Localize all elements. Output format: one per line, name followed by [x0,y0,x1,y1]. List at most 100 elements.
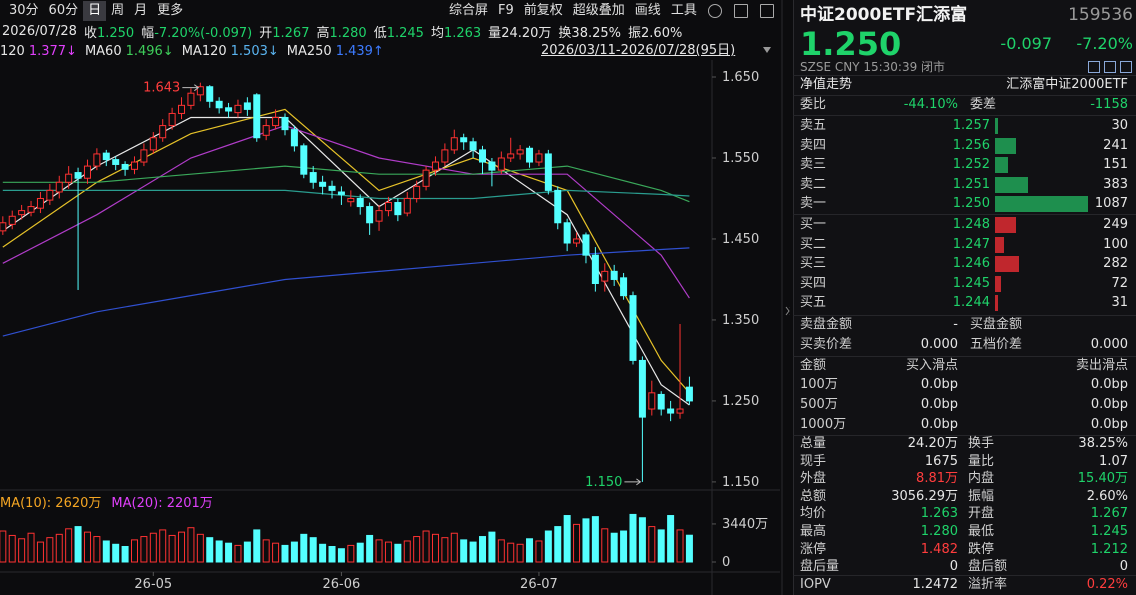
panel-icon[interactable] [1104,61,1116,73]
collapse-icon[interactable] [785,306,790,316]
candle-body [544,153,552,191]
period-button[interactable]: 30分 [9,3,39,18]
value: -44.10% [903,97,958,112]
stat-value: 38.25% [1078,436,1128,451]
candle-body [253,94,261,139]
volume-bar [102,540,110,563]
volume-bar [159,529,167,563]
candle-body [516,149,524,155]
ma-legend-value: 1.503↓ [230,43,279,59]
panel-icon[interactable] [1088,61,1100,73]
candle-body [582,234,590,256]
label: 买盘金额 [970,317,1023,332]
candle-body [413,185,421,199]
cell: 0.0bp [1090,417,1128,432]
stat-value: 1.263 [920,506,958,522]
volume-bar [309,537,317,563]
tool-button[interactable]: 工具 [670,3,697,18]
panel-icon[interactable] [1120,61,1132,73]
depth-bar [995,236,1004,253]
period-toolbar: 30分 60分日周月更多 [4,1,188,21]
date-range[interactable]: 2026/03/11-2026/07/28(95日) [541,43,736,58]
volume-bar [638,517,646,563]
candle-body [243,102,251,110]
tool-button[interactable]: F9 [498,3,514,18]
period-button[interactable]: 日 [83,1,107,21]
label: 卖盘金额 [800,317,853,332]
nav-tab[interactable]: 净值走势 [800,77,853,92]
y-tick-label: 1.650 [722,70,759,85]
volume-bar [375,539,383,563]
candle-body [610,270,618,280]
volume-bar [18,538,26,563]
volume-bar [225,542,233,563]
candle-body [206,86,214,102]
book-price: 1.256 [952,137,990,153]
candle-body [469,141,477,151]
book-volume: 30 [1111,118,1128,133]
tool-icon[interactable] [759,4,774,18]
y-tick-label: 1.150 [722,475,759,490]
tool-icon[interactable] [733,4,748,18]
quote-panel [793,0,1136,595]
depth-bar [995,217,1017,233]
book-volume: 72 [1111,275,1128,291]
ma-legend-label: MA120 [181,43,227,59]
candle-body [629,295,637,361]
book-level: 卖四 [800,137,827,153]
quote-value: 2.60% [641,25,683,41]
tool-button[interactable]: 超级叠加 [572,3,625,18]
price-change: -0.097 [1000,34,1052,53]
candle-body [620,277,628,297]
candle-body [460,137,468,143]
candle-body [563,222,571,244]
candle-body [178,104,186,114]
tool-button[interactable]: 综合屏 [449,3,489,18]
volume-bar [422,530,430,563]
range-dropdown [763,47,771,53]
volume-legend: MA(20): 2201万 [111,496,212,511]
quote-value: 1.245 [386,25,424,41]
book-level: 卖五 [800,118,827,133]
volume-bar [178,531,186,563]
depth-bar [995,196,1088,213]
period-button[interactable]: 月 [134,3,148,18]
separator [793,75,1136,76]
candle-body [36,197,44,209]
volume-bar [8,534,16,563]
separator [793,115,1136,116]
book-price: 1.252 [952,157,990,173]
quote-label: 换 [558,25,572,41]
tool-button[interactable]: 前复权 [523,3,563,18]
stat-label: 振幅 [968,488,995,504]
volume-tick-label: 0 [722,555,730,570]
cell: 0.0bp [920,397,958,412]
candle-body [234,104,242,114]
quote-label: 收 [83,25,97,41]
tool-icon[interactable] [707,4,722,18]
volume-bar [93,536,101,563]
stat-value: 8.81万 [916,471,958,487]
stat-label: 开盘 [968,506,995,522]
candle-body [356,197,364,208]
book-price: 1.245 [952,275,990,291]
book-volume: 383 [1103,176,1128,192]
security-code: 159536 [1068,5,1133,25]
candle-body [121,163,129,170]
value: -1158 [1090,97,1128,112]
stat-value: 3056.29万 [891,488,958,504]
period-button[interactable]: 周 [111,3,125,18]
tool-button[interactable]: 画线 [634,3,661,18]
volume-bar [130,539,138,563]
separator [793,315,1136,316]
candle-body [112,159,120,165]
period-button[interactable]: 更多 [157,3,184,18]
volume-bar [591,516,599,563]
volume-bar [319,543,327,563]
book-level: 卖三 [800,157,827,173]
period-button[interactable]: 60分 [48,3,79,18]
stat-label: IOPV [800,576,831,592]
separator [793,575,1136,576]
candle-body [403,197,411,214]
quote-label: 量 [488,25,502,41]
